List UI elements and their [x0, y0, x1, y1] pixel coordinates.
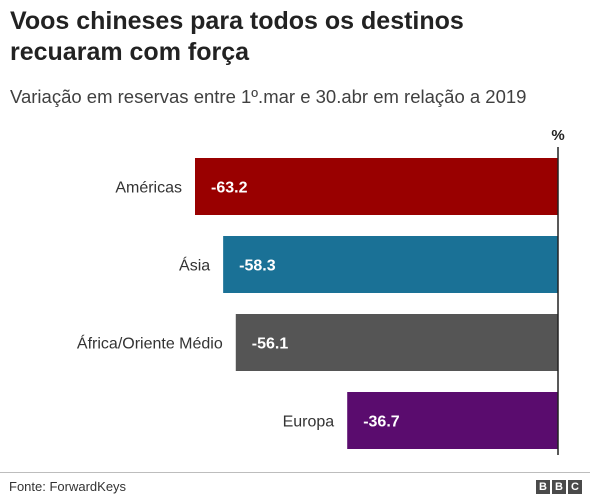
- category-label: Ásia: [179, 256, 210, 275]
- bbc-logo: B B C: [536, 480, 582, 494]
- category-label: Europa: [283, 414, 335, 431]
- category-label: Américas: [115, 180, 182, 197]
- bar: [235, 314, 558, 371]
- logo-letter: C: [568, 480, 582, 494]
- bar: [347, 392, 558, 449]
- bar: [195, 158, 558, 215]
- data-label: -63.2: [211, 180, 248, 197]
- unit-label: %: [551, 127, 564, 144]
- data-label: -36.7: [363, 414, 400, 431]
- bar: [223, 236, 558, 293]
- logo-letter: B: [536, 480, 550, 494]
- chart-subtitle: Variação em reservas entre 1º.mar e 30.a…: [10, 86, 527, 107]
- logo-letter: B: [552, 480, 566, 494]
- chart-title: Voos chineses para todos os destinos rec…: [10, 7, 464, 66]
- bar-chart: % Américas -63.2 Ásia -58.3 África/Oriente Mé…: [77, 127, 565, 455]
- data-label: -58.3: [239, 258, 276, 275]
- footer-divider: [0, 472, 590, 473]
- category-label: África/Oriente Médio: [77, 334, 223, 353]
- data-label: -56.1: [252, 336, 289, 353]
- source-note: Fonte: ForwardKeys: [9, 479, 127, 494]
